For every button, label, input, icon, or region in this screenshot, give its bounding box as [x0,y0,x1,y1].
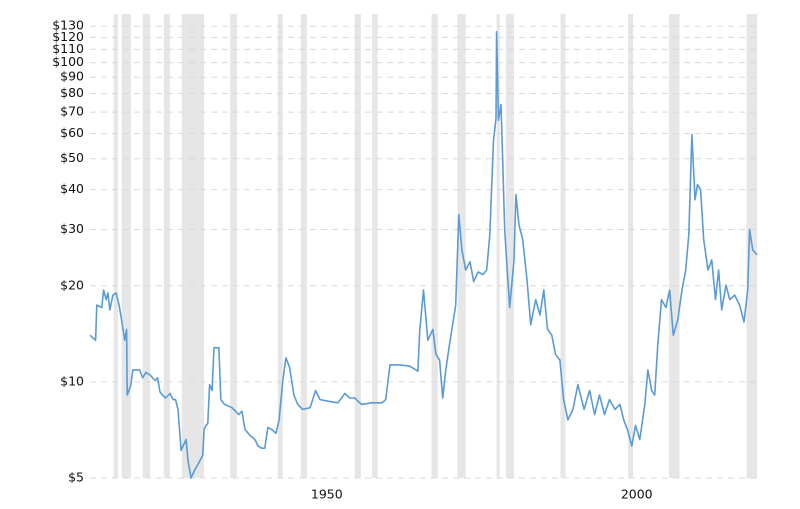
y-tick-label: $130 [52,18,84,33]
y-tick-label: $5 [68,470,84,485]
shaded-range [277,14,283,478]
shaded-range [372,14,378,478]
shaded-range [181,14,205,478]
y-tick-label: $30 [60,221,84,236]
shaded-range [300,14,307,478]
shaded-range [230,14,237,478]
y-tick-label: $60 [60,125,84,140]
x-tick-label: 2000 [621,487,653,502]
y-tick-label: $110 [52,41,84,56]
shaded-range [142,14,151,478]
shaded-range [668,14,680,478]
x-tick-label: 1950 [311,487,343,502]
y-tick-label: $80 [60,85,84,100]
y-tick-label: $10 [60,373,84,388]
shaded-range [113,14,118,478]
shaded-range [431,14,438,478]
shaded-range [121,14,131,478]
y-tick-label: $120 [52,29,84,44]
shaded-range [354,14,361,478]
y-tick-label: $90 [60,69,84,84]
shaded-range [628,14,634,478]
price-line [89,30,758,479]
y-tick-label: $70 [60,104,84,119]
y-tick-label: $50 [60,150,84,165]
shaded-range [496,14,500,478]
y-tick-label: $20 [60,277,84,292]
y-tick-label: $100 [52,54,84,69]
shaded-range [505,14,515,478]
shaded-range [163,14,170,478]
y-tick-label: $40 [60,181,84,196]
shaded-range [560,14,566,478]
